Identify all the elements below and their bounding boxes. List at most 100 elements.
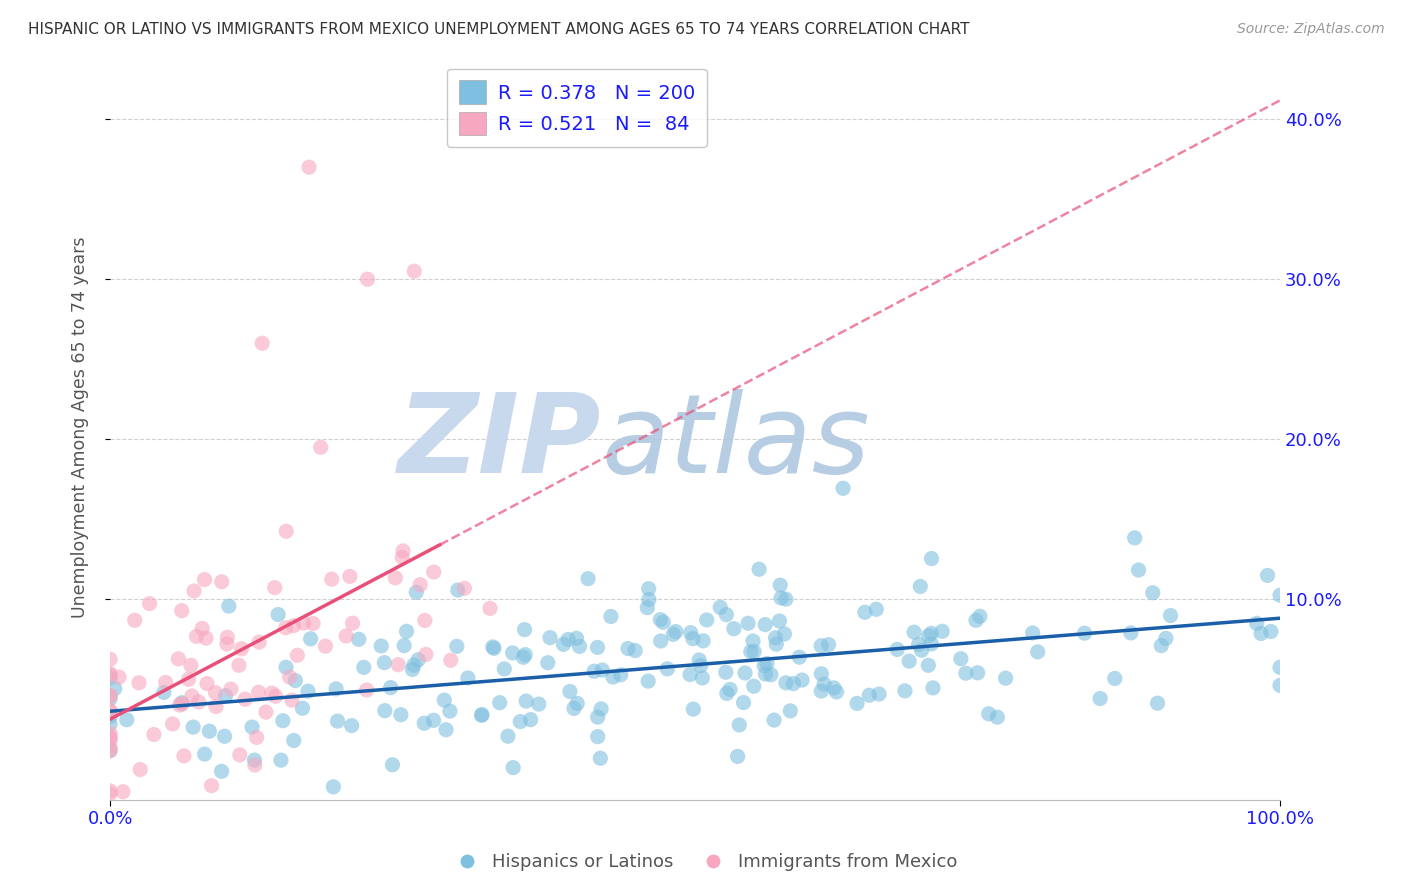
Point	[415, 648, 437, 662]
Point	[502, 646, 524, 660]
Point	[650, 613, 672, 627]
Point	[98, 733, 121, 747]
Point	[211, 764, 233, 779]
Point	[714, 665, 737, 680]
Point	[392, 639, 415, 653]
Point	[195, 631, 218, 645]
Point	[314, 639, 336, 653]
Point	[276, 524, 298, 539]
Point	[457, 671, 479, 685]
Point	[250, 336, 273, 351]
Point	[682, 702, 704, 716]
Point	[274, 621, 297, 635]
Point	[1268, 678, 1291, 692]
Point	[763, 713, 786, 727]
Point	[966, 665, 988, 680]
Point	[742, 645, 765, 659]
Point	[591, 702, 613, 716]
Point	[218, 599, 240, 614]
Point	[742, 634, 765, 648]
Point	[98, 740, 121, 755]
Point	[689, 658, 711, 673]
Point	[682, 632, 704, 646]
Point	[583, 665, 606, 679]
Point	[198, 724, 221, 739]
Point	[373, 656, 395, 670]
Point	[586, 640, 609, 655]
Point	[283, 733, 305, 747]
Point	[825, 685, 848, 699]
Point	[662, 627, 685, 641]
Point	[657, 662, 679, 676]
Point	[586, 730, 609, 744]
Point	[589, 751, 612, 765]
Point	[254, 705, 277, 719]
Point	[260, 686, 283, 700]
Point	[217, 630, 239, 644]
Point	[576, 572, 599, 586]
Point	[955, 666, 977, 681]
Point	[512, 650, 534, 665]
Point	[894, 683, 917, 698]
Point	[903, 625, 925, 640]
Point	[567, 697, 589, 711]
Point	[115, 713, 138, 727]
Point	[1246, 616, 1268, 631]
Point	[775, 675, 797, 690]
Point	[200, 779, 222, 793]
Point	[231, 641, 253, 656]
Point	[98, 666, 121, 681]
Point	[692, 633, 714, 648]
Point	[1154, 632, 1177, 646]
Point	[994, 671, 1017, 685]
Point	[347, 632, 370, 647]
Point	[299, 632, 322, 646]
Point	[229, 747, 252, 762]
Point	[949, 651, 972, 665]
Text: atlas: atlas	[602, 389, 870, 496]
Point	[104, 681, 127, 696]
Point	[740, 645, 762, 659]
Point	[170, 696, 193, 710]
Point	[339, 569, 361, 583]
Point	[810, 666, 832, 681]
Point	[98, 671, 121, 685]
Point	[263, 581, 285, 595]
Point	[180, 658, 202, 673]
Point	[770, 591, 793, 605]
Point	[775, 592, 797, 607]
Point	[446, 640, 468, 654]
Point	[920, 626, 942, 640]
Point	[679, 625, 702, 640]
Point	[718, 682, 741, 697]
Point	[380, 681, 402, 695]
Point	[413, 614, 436, 628]
Point	[413, 716, 436, 731]
Point	[471, 708, 494, 723]
Point	[264, 690, 287, 704]
Point	[568, 640, 591, 654]
Point	[271, 714, 294, 728]
Point	[181, 720, 204, 734]
Point	[917, 658, 939, 673]
Y-axis label: Unemployment Among Ages 65 to 74 years: Unemployment Among Ages 65 to 74 years	[72, 236, 89, 618]
Point	[98, 730, 121, 744]
Point	[665, 624, 688, 639]
Point	[204, 686, 226, 700]
Legend: R = 0.378   N = 200, R = 0.521   N =  84: R = 0.378 N = 200, R = 0.521 N = 84	[447, 69, 707, 147]
Point	[479, 601, 502, 615]
Point	[183, 584, 205, 599]
Point	[406, 653, 429, 667]
Point	[98, 704, 121, 718]
Point	[853, 605, 876, 619]
Point	[111, 785, 134, 799]
Point	[779, 704, 801, 718]
Text: HISPANIC OR LATINO VS IMMIGRANTS FROM MEXICO UNEMPLOYMENT AMONG AGES 65 TO 74 YE: HISPANIC OR LATINO VS IMMIGRANTS FROM ME…	[28, 22, 970, 37]
Point	[679, 667, 702, 681]
Point	[291, 701, 314, 715]
Point	[124, 613, 146, 627]
Point	[754, 667, 776, 681]
Point	[782, 676, 804, 690]
Point	[638, 592, 661, 607]
Point	[214, 729, 236, 743]
